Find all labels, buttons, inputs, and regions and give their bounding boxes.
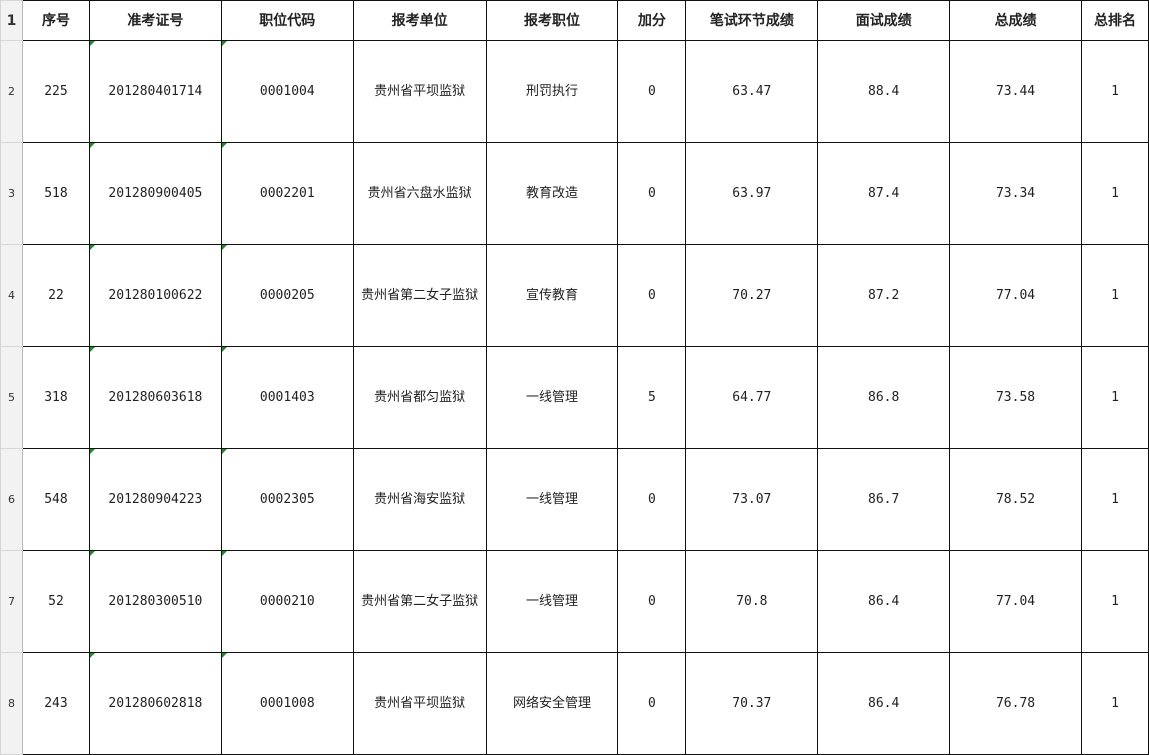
- cell-ticket-no[interactable]: 201280401714: [88, 40, 222, 143]
- column-header-bonus[interactable]: 加分: [617, 0, 687, 41]
- cell-seq[interactable]: 243: [21, 652, 90, 755]
- cell-total-score[interactable]: 73.58: [949, 346, 1082, 449]
- cell-position[interactable]: 宣传教育: [485, 244, 619, 347]
- cell-interview-score[interactable]: 87.2: [817, 244, 951, 347]
- cell-position-code[interactable]: 0001403: [220, 346, 354, 449]
- row-header[interactable]: 2: [0, 40, 23, 143]
- cell-unit[interactable]: 贵州省海安监狱: [352, 448, 487, 551]
- cell-seq[interactable]: 548: [21, 448, 90, 551]
- cell-unit[interactable]: 贵州省第二女子监狱: [352, 550, 487, 653]
- cell-ticket-no[interactable]: 201280100622: [88, 244, 222, 347]
- cell-position-code[interactable]: 0000205: [220, 244, 354, 347]
- table-row: 3 518 201280900405 0002201 贵州省六盘水监狱 教育改造 0 63.9…: [0, 142, 1149, 245]
- cell-seq[interactable]: 225: [21, 40, 90, 143]
- header-row: 1 序号 准考证号 职位代码 报考单位 报考职位 加分 笔试环节成绩 面试成绩 总成绩 总排名: [0, 0, 1149, 41]
- cell-written-score[interactable]: 70.37: [685, 652, 819, 755]
- cell-position[interactable]: 网络安全管理: [485, 652, 619, 755]
- cell-position-code[interactable]: 0001008: [220, 652, 354, 755]
- cell-total-score[interactable]: 78.52: [949, 448, 1082, 551]
- cell-seq[interactable]: 318: [21, 346, 90, 449]
- row-header[interactable]: 3: [0, 142, 23, 245]
- column-header-position[interactable]: 报考职位: [485, 0, 619, 41]
- cell-ticket-no[interactable]: 201280602818: [88, 652, 222, 755]
- cell-position[interactable]: 一线管理: [485, 448, 619, 551]
- cell-ticket-no[interactable]: 201280900405: [88, 142, 222, 245]
- table-row: 8 243 201280602818 0001008 贵州省平坝监狱 网络安全管理 0 70.…: [0, 652, 1149, 755]
- cell-position-code[interactable]: 0001004: [220, 40, 354, 143]
- cell-total-score[interactable]: 77.04: [949, 244, 1082, 347]
- cell-written-score[interactable]: 70.8: [685, 550, 819, 653]
- table-row: 5 318 201280603618 0001403 贵州省都匀监狱 一线管理 5 64.77…: [0, 346, 1149, 449]
- cell-bonus[interactable]: 0: [617, 652, 687, 755]
- table-row: 7 52 201280300510 0000210 贵州省第二女子监狱 一线管理 0 70.8…: [0, 550, 1149, 653]
- row-header[interactable]: 7: [0, 550, 23, 653]
- column-header-written-score[interactable]: 笔试环节成绩: [685, 0, 819, 41]
- row-header[interactable]: 4: [0, 244, 23, 347]
- cell-bonus[interactable]: 0: [617, 550, 687, 653]
- cell-total-score[interactable]: 73.44: [949, 40, 1082, 143]
- cell-bonus[interactable]: 0: [617, 244, 687, 347]
- cell-interview-score[interactable]: 88.4: [817, 40, 951, 143]
- cell-written-score[interactable]: 63.97: [685, 142, 819, 245]
- cell-position[interactable]: 刑罚执行: [485, 40, 619, 143]
- row-header[interactable]: 1: [0, 0, 23, 41]
- cell-ticket-no[interactable]: 201280300510: [88, 550, 222, 653]
- cell-bonus[interactable]: 0: [617, 142, 687, 245]
- cell-bonus[interactable]: 0: [617, 448, 687, 551]
- cell-unit[interactable]: 贵州省都匀监狱: [352, 346, 487, 449]
- cell-position[interactable]: 一线管理: [485, 550, 619, 653]
- column-header-unit[interactable]: 报考单位: [352, 0, 487, 41]
- cell-ticket-no[interactable]: 201280603618: [88, 346, 222, 449]
- cell-bonus[interactable]: 0: [617, 40, 687, 143]
- cell-total-score[interactable]: 76.78: [949, 652, 1082, 755]
- cell-ticket-no[interactable]: 201280904223: [88, 448, 222, 551]
- cell-interview-score[interactable]: 86.4: [817, 550, 951, 653]
- cell-total-score[interactable]: 73.34: [949, 142, 1082, 245]
- cell-rank[interactable]: 1: [1081, 550, 1149, 653]
- cell-position-code[interactable]: 0002305: [220, 448, 354, 551]
- cell-interview-score[interactable]: 86.7: [817, 448, 951, 551]
- cell-position[interactable]: 教育改造: [485, 142, 619, 245]
- cell-rank[interactable]: 1: [1081, 40, 1149, 143]
- cell-written-score[interactable]: 64.77: [685, 346, 819, 449]
- cell-written-score[interactable]: 70.27: [685, 244, 819, 347]
- cell-position-code[interactable]: 0000210: [220, 550, 354, 653]
- cell-seq[interactable]: 22: [21, 244, 90, 347]
- cell-position-code[interactable]: 0002201: [220, 142, 354, 245]
- column-header-rank[interactable]: 总排名: [1081, 0, 1149, 41]
- cell-bonus[interactable]: 5: [617, 346, 687, 449]
- table-row: 4 22 201280100622 0000205 贵州省第二女子监狱 宣传教育 0 70.2…: [0, 244, 1149, 347]
- cell-seq[interactable]: 518: [21, 142, 90, 245]
- cell-unit[interactable]: 贵州省平坝监狱: [352, 40, 487, 143]
- cell-rank[interactable]: 1: [1081, 448, 1149, 551]
- cell-position[interactable]: 一线管理: [485, 346, 619, 449]
- cell-unit[interactable]: 贵州省平坝监狱: [352, 652, 487, 755]
- cell-unit[interactable]: 贵州省六盘水监狱: [352, 142, 487, 245]
- column-header-total-score[interactable]: 总成绩: [949, 0, 1082, 41]
- cell-rank[interactable]: 1: [1081, 142, 1149, 245]
- cell-rank[interactable]: 1: [1081, 244, 1149, 347]
- column-header-seq[interactable]: 序号: [21, 0, 90, 41]
- row-header[interactable]: 6: [0, 448, 23, 551]
- row-header[interactable]: 5: [0, 346, 23, 449]
- cell-rank[interactable]: 1: [1081, 652, 1149, 755]
- cell-total-score[interactable]: 77.04: [949, 550, 1082, 653]
- cell-interview-score[interactable]: 86.4: [817, 652, 951, 755]
- table-row: 2 225 201280401714 0001004 贵州省平坝监狱 刑罚执行 0 63.47…: [0, 40, 1149, 143]
- cell-interview-score[interactable]: 87.4: [817, 142, 951, 245]
- table-row: 6 548 201280904223 0002305 贵州省海安监狱 一线管理 0 73.07…: [0, 448, 1149, 551]
- row-header[interactable]: 8: [0, 652, 23, 755]
- column-header-ticket-no[interactable]: 准考证号: [88, 0, 222, 41]
- column-header-position-code[interactable]: 职位代码: [220, 0, 354, 41]
- cell-interview-score[interactable]: 86.8: [817, 346, 951, 449]
- cell-rank[interactable]: 1: [1081, 346, 1149, 449]
- cell-written-score[interactable]: 63.47: [685, 40, 819, 143]
- column-header-interview-score[interactable]: 面试成绩: [817, 0, 951, 41]
- cell-unit[interactable]: 贵州省第二女子监狱: [352, 244, 487, 347]
- cell-seq[interactable]: 52: [21, 550, 90, 653]
- cell-written-score[interactable]: 73.07: [685, 448, 819, 551]
